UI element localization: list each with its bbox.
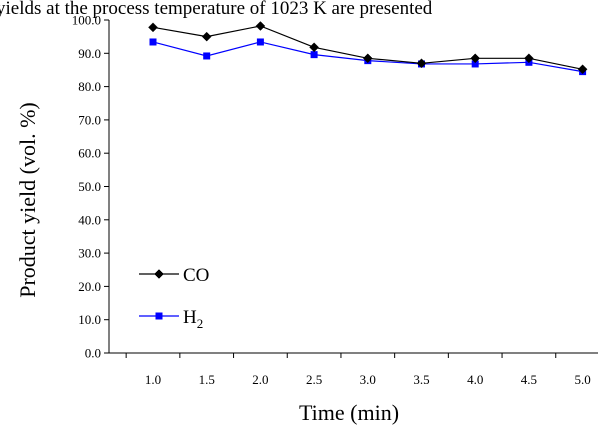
y-tick-label: 20.0	[78, 279, 101, 294]
plot-area: 0.0 10.0 20.0 30.0 40.0 50.0 60.0 70.0 80.0 90.0 1…	[72, 13, 598, 387]
x-tick-label: 5.0	[574, 372, 590, 387]
y-tick-label: 50.0	[78, 179, 101, 194]
data-point-co	[577, 64, 588, 75]
data-point-co	[309, 42, 319, 53]
data-point-co	[201, 31, 212, 42]
data-point-co	[362, 53, 373, 64]
data-point-co	[255, 21, 266, 31]
data-point-h2	[471, 60, 479, 68]
legend: CO H2	[139, 265, 209, 331]
data-point-co	[148, 22, 158, 33]
x-tick-label: 1.0	[145, 372, 161, 387]
legend-label-co: CO	[183, 265, 209, 286]
y-tick-label: 30.0	[78, 246, 101, 261]
y-tick-label: 80.0	[78, 79, 101, 94]
data-point-h2	[256, 38, 264, 46]
x-tick-label: 3.5	[413, 372, 429, 387]
x-tick-label: 1.5	[199, 372, 215, 387]
data-point-h2	[149, 38, 157, 46]
data-point-co	[524, 53, 534, 64]
x-tick-label: 3.0	[360, 372, 376, 387]
legend-subscript-h2: 2	[197, 316, 204, 331]
caption-text: yields at the process temperature of 102…	[0, 0, 433, 19]
data-point-h2	[203, 52, 211, 60]
legend-marker-h2	[155, 312, 163, 320]
data-point-co	[470, 53, 481, 64]
legend-marker-co	[154, 269, 164, 279]
x-tick-label: 2.0	[252, 372, 268, 387]
y-tick-label: 70.0	[78, 112, 101, 127]
y-tick-label: 100.0	[72, 13, 101, 28]
y-tick-label: 90.0	[78, 46, 101, 61]
data-point-co	[416, 58, 427, 69]
x-tick-label: 2.5	[306, 372, 322, 387]
y-tick-label: 40.0	[78, 212, 101, 227]
data-point-h2	[310, 51, 318, 59]
y-tick-label: 10.0	[78, 312, 101, 327]
y-tick-label: 0.0	[85, 346, 101, 361]
x-tick-label: 4.5	[521, 372, 537, 387]
y-axis-title: Product yield (vol. %)	[15, 102, 40, 298]
y-tick-label: 60.0	[78, 146, 101, 161]
legend-label-h2: H2	[183, 307, 203, 331]
x-axis-title: Time (min)	[299, 400, 399, 425]
x-tick-label: 4.0	[467, 372, 483, 387]
